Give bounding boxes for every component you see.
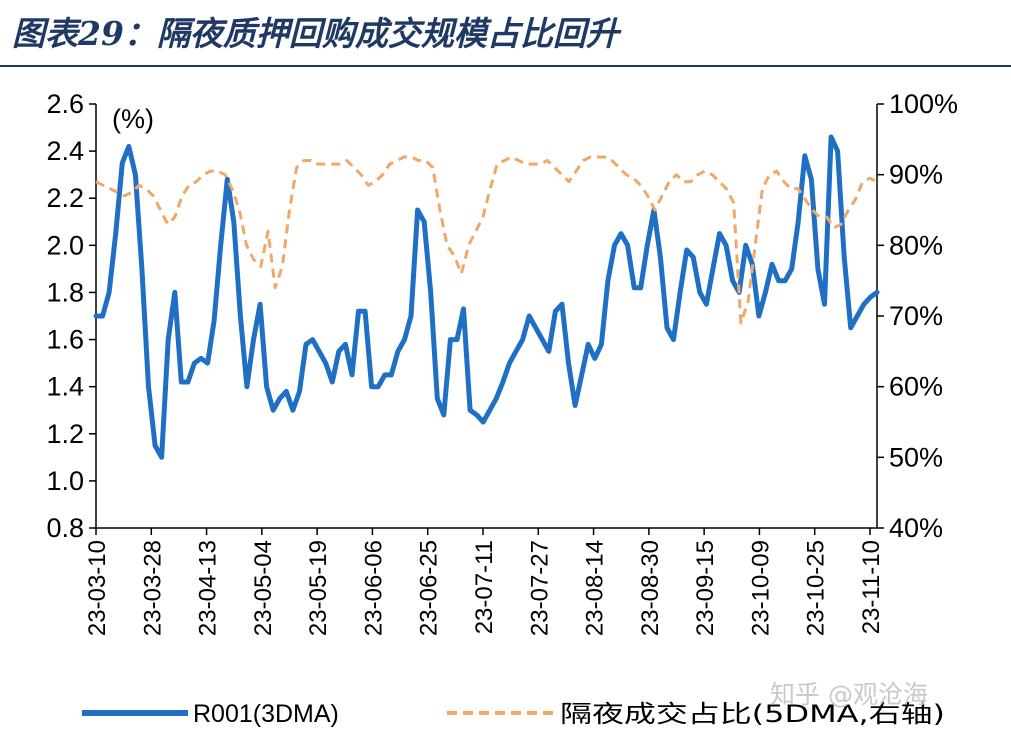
x-tick-label: 23-08-14 [582, 540, 609, 636]
left-tick-label: 0.8 [46, 513, 84, 543]
x-tick-label: 23-10-09 [747, 540, 774, 636]
left-axis-unit: (%) [112, 104, 154, 134]
legend: R001(3DMA) 隔夜成交占比(5DMA,右轴) [82, 700, 945, 728]
left-tick-label: 1.8 [46, 277, 84, 307]
x-tick-label: 23-04-13 [195, 540, 222, 636]
x-tick-label: 23-07-27 [526, 540, 553, 636]
axes: 0.8 1.0 1.2 1.4 1.6 1.8 2.0 2.2 2.4 2.6 40% 50% 60% 7… [46, 89, 958, 636]
x-tick-label: 23-05-19 [305, 540, 332, 636]
legend-label-overnight-share: 隔夜成交占比(5DMA,右轴) [560, 700, 945, 728]
left-tick-label: 2.4 [46, 136, 84, 166]
x-tick-label: 23-03-10 [84, 540, 111, 636]
watermark: 知乎 @观沧海 [770, 680, 928, 709]
x-tick-label: 23-11-10 [858, 540, 885, 634]
chart-title: 图表29：隔夜质押回购成交规模占比回升 [12, 14, 622, 53]
x-tick-label: 23-03-28 [139, 540, 166, 636]
series-line-r001 [93, 134, 880, 460]
left-tick-label: 2.6 [46, 89, 84, 119]
left-tick-label: 2.0 [46, 230, 84, 260]
right-tick-label: 60% [889, 372, 943, 402]
x-tick-label: 23-07-11 [471, 540, 498, 634]
x-tick-label: 23-08-30 [637, 540, 664, 636]
left-tick-label: 1.0 [46, 466, 84, 496]
left-tick-label: 1.2 [46, 419, 84, 449]
right-tick-label: 100% [889, 89, 958, 119]
right-tick-label: 40% [889, 513, 943, 543]
right-tick-label: 50% [889, 442, 943, 472]
left-tick-label: 1.6 [46, 325, 84, 355]
right-tick-label: 90% [889, 160, 943, 190]
x-tick-label: 23-06-06 [360, 540, 387, 636]
left-tick-label: 1.4 [46, 372, 84, 402]
series-layer [93, 134, 880, 460]
x-tick-label: 23-05-04 [250, 540, 277, 636]
right-tick-label: 80% [889, 230, 943, 260]
legend-label-r001: R001(3DMA) [193, 700, 339, 728]
x-tick-label: 23-10-25 [803, 540, 830, 636]
x-tick-label: 23-06-25 [416, 540, 443, 636]
right-tick-label: 70% [889, 301, 943, 331]
series-line-overnight-share [95, 155, 878, 325]
left-tick-label: 2.2 [46, 183, 84, 213]
x-tick-label: 23-09-15 [692, 540, 719, 636]
